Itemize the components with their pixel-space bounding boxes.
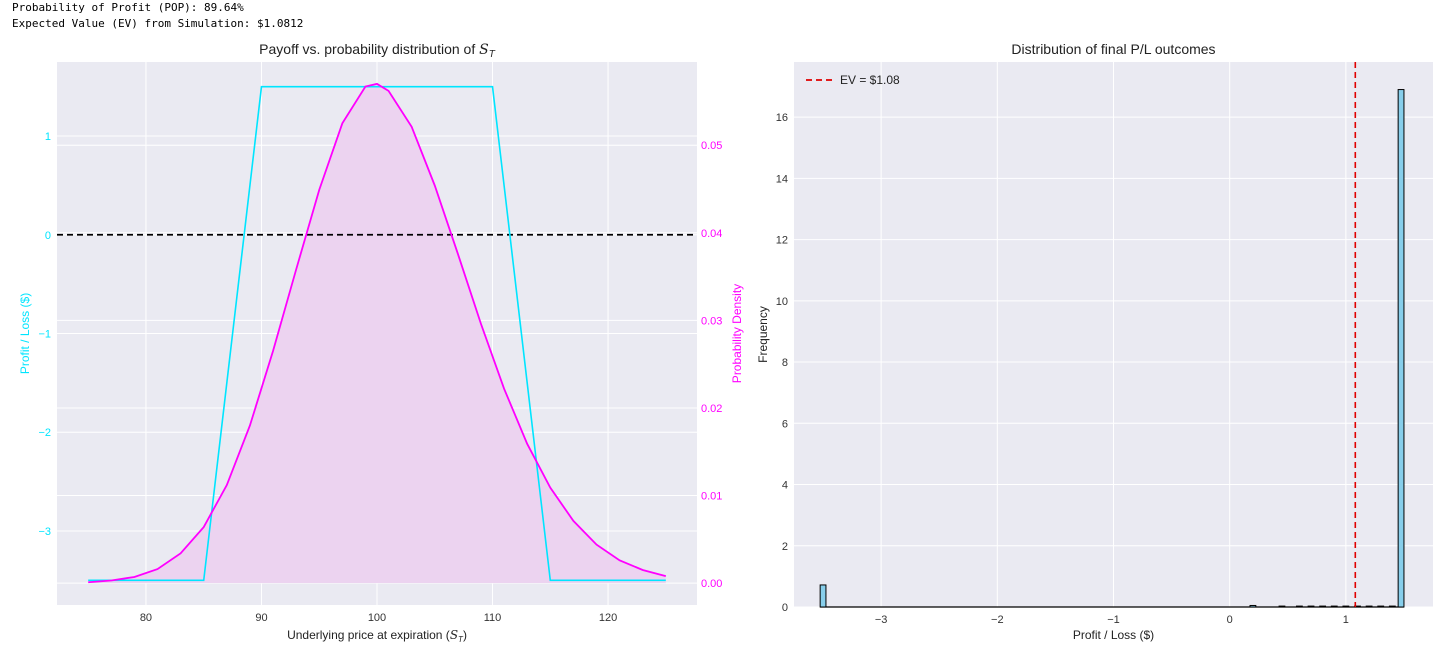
right-x-axis-label: Profit / Loss ($) xyxy=(1073,628,1154,642)
density-fill-area xyxy=(88,83,666,584)
histogram-bar-5 xyxy=(1319,605,1327,608)
histogram-bars xyxy=(819,89,1405,608)
payoff-line xyxy=(88,85,666,582)
left-y-tick-labels: 1 0 −1 −2 −3 xyxy=(38,131,51,538)
left-x-tick-labels: 80 90 100 110 120 xyxy=(140,612,617,624)
histogram-legend: EV = $1.08 xyxy=(806,73,900,87)
pl-histogram-chart: −3 −2 −1 0 1 0 2 4 6 8 10 12 14 16 Distribution of f… xyxy=(756,41,1433,642)
left-chart-title: Payoff vs. probability distribution of S… xyxy=(259,41,496,60)
x-tick-80: 80 xyxy=(140,612,152,624)
x-tick-0: 0 xyxy=(1227,614,1233,626)
x-tick-120: 120 xyxy=(599,612,617,624)
payoff-density-chart: 80 90 100 110 120 10−1−2−3 0.050.040.030.020… xyxy=(18,41,744,644)
legend-ev-label: EV = $1.08 xyxy=(840,73,900,87)
x-tick-90: 90 xyxy=(255,612,267,624)
left-x-axis-label: Underlying price at expiration (ST) xyxy=(287,628,467,644)
y-tick--1: −1 xyxy=(38,329,51,341)
histogram-bar-7 xyxy=(1342,605,1350,608)
histogram-bar-11 xyxy=(1388,605,1396,608)
y-tick-4: 4 xyxy=(782,480,788,492)
x-tick--1: −1 xyxy=(1107,614,1120,626)
pop-line: Probability of Profit (POP): 89.64% xyxy=(12,1,244,14)
y-tick-2: 2 xyxy=(782,541,788,553)
y2-tick-0.02: 0.02 xyxy=(701,403,722,415)
y2-tick-0.04: 0.04 xyxy=(701,228,722,240)
y2-tick-0.05: 0.05 xyxy=(701,140,722,152)
histogram-bar-4 xyxy=(1307,605,1315,608)
histogram-bar-0 xyxy=(819,584,827,608)
histogram-bar-3 xyxy=(1295,605,1303,608)
histogram-bar-1 xyxy=(1249,604,1257,608)
histogram-bar-9 xyxy=(1365,605,1373,608)
right-y-axis-label-freq: Frequency xyxy=(756,306,770,363)
histogram-bar-10 xyxy=(1377,605,1385,608)
x-tick--3: −3 xyxy=(875,614,888,626)
right-y-tick-labels-freq: 0 2 4 6 8 10 12 14 16 xyxy=(776,112,788,614)
histogram-bar-12 xyxy=(1397,89,1405,608)
ev-line-text: Expected Value (EV) from Simulation: $1.… xyxy=(12,17,304,30)
histogram-bar-2 xyxy=(1278,605,1286,608)
console-output: Probability of Profit (POP): 89.64% Expec… xyxy=(12,0,303,32)
y-tick-0: 0 xyxy=(45,230,51,242)
x-tick--2: −2 xyxy=(991,614,1004,626)
y-tick-14: 14 xyxy=(776,173,788,185)
y-tick--2: −2 xyxy=(38,427,51,439)
y-tick--3: −3 xyxy=(38,526,51,538)
y2-tick-0.03: 0.03 xyxy=(701,315,722,327)
y-tick-0: 0 xyxy=(782,602,788,614)
right-chart-title: Distribution of final P/L outcomes xyxy=(1011,41,1215,57)
y-tick-10: 10 xyxy=(776,296,788,308)
x-tick-1: 1 xyxy=(1343,614,1349,626)
x-tick-100: 100 xyxy=(368,612,386,624)
y-tick-8: 8 xyxy=(782,357,788,369)
left-y-axis-label: Profit / Loss ($) xyxy=(18,293,32,374)
density-line xyxy=(88,82,667,584)
right-y-axis-label: Probability Density xyxy=(730,284,744,383)
y-tick-6: 6 xyxy=(782,418,788,430)
histogram-bar-6 xyxy=(1330,605,1338,608)
right-x-tick-labels: −3 −2 −1 0 1 xyxy=(875,614,1349,626)
y2-tick-0.01: 0.01 xyxy=(701,491,722,503)
y-tick-16: 16 xyxy=(776,112,788,124)
right-y-tick-labels: 0.05 0.04 0.03 0.02 0.01 0.00 xyxy=(701,140,722,590)
y2-tick-0.00: 0.00 xyxy=(701,578,722,590)
x-tick-110: 110 xyxy=(484,612,502,624)
y-tick-1: 1 xyxy=(45,131,51,143)
y-tick-12: 12 xyxy=(776,235,788,247)
